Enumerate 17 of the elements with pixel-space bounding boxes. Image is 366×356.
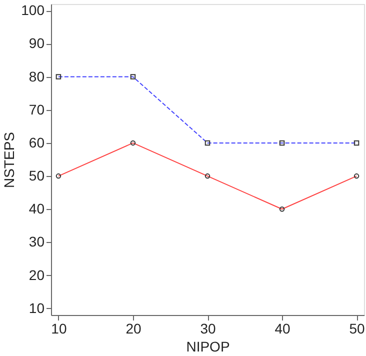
x-tick-label: 10: [51, 320, 67, 336]
x-tick-label: 20: [126, 320, 142, 336]
y-axis-title: NSTEPS: [1, 132, 18, 188]
x-axis-title: NIPOP: [186, 338, 230, 354]
y-tick-label: 50: [28, 168, 45, 184]
y-tick-label: 100: [21, 2, 45, 18]
y-tick-label: 20: [28, 266, 45, 283]
y-tick-label: 30: [28, 234, 45, 250]
y-tick-label: 40: [28, 200, 45, 217]
y-tick-label: 90: [28, 35, 45, 52]
x-tick-label: 30: [200, 320, 216, 336]
y-tick-label: 60: [28, 134, 45, 150]
y-tick-label: 70: [28, 101, 45, 118]
y-tick-label: 10: [28, 300, 45, 316]
y-tick-label: 80: [28, 68, 45, 84]
x-tick-label: 40: [274, 320, 291, 336]
x-tick-label: 50: [349, 320, 366, 336]
